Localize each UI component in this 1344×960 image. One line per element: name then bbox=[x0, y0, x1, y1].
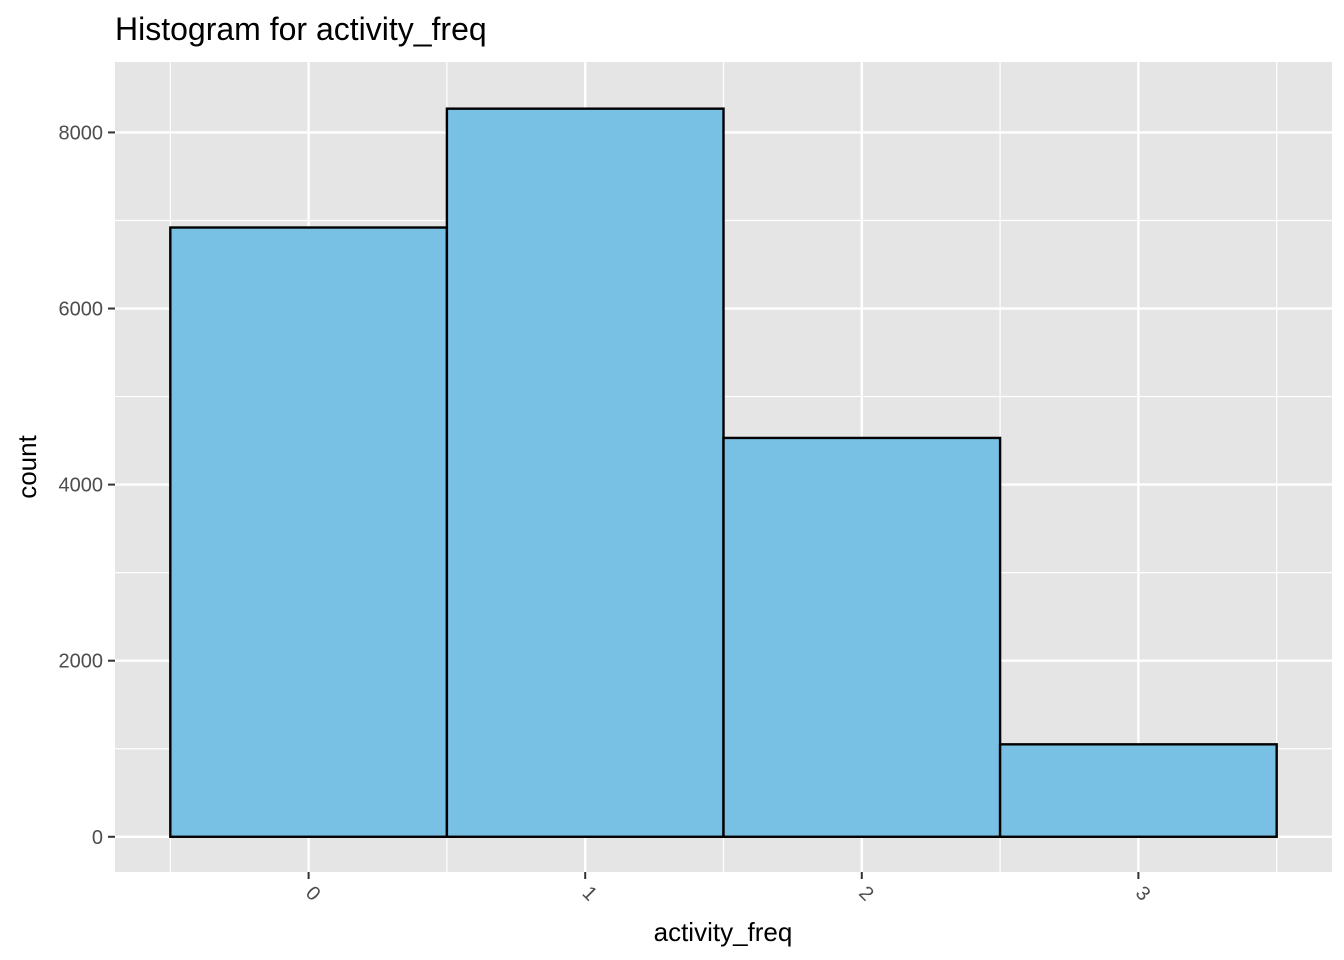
y-axis: 0 2000 4000 6000 8000 bbox=[59, 122, 115, 849]
x-tick-label: 3 bbox=[1131, 882, 1154, 905]
x-tick-label: 2 bbox=[854, 882, 877, 905]
y-tick-label: 6000 bbox=[59, 299, 104, 321]
y-axis-title: count bbox=[12, 434, 42, 498]
bar-2 bbox=[722, 436, 1002, 838]
x-axis-title: activity_freq bbox=[654, 917, 793, 947]
x-tick-label: 0 bbox=[301, 882, 324, 905]
x-tick-label: 1 bbox=[578, 882, 601, 905]
bar-1 bbox=[445, 107, 725, 838]
y-tick-label: 2000 bbox=[59, 651, 104, 673]
chart-title: Histogram for activity_freq bbox=[115, 11, 487, 47]
bar-0 bbox=[169, 226, 449, 838]
y-tick-label: 8000 bbox=[59, 122, 104, 144]
y-tick-label: 0 bbox=[92, 827, 103, 849]
y-tick-label: 4000 bbox=[59, 475, 104, 497]
bar-3 bbox=[998, 743, 1278, 838]
x-axis: 0 1 2 3 bbox=[301, 872, 1154, 905]
bars bbox=[169, 107, 1278, 838]
